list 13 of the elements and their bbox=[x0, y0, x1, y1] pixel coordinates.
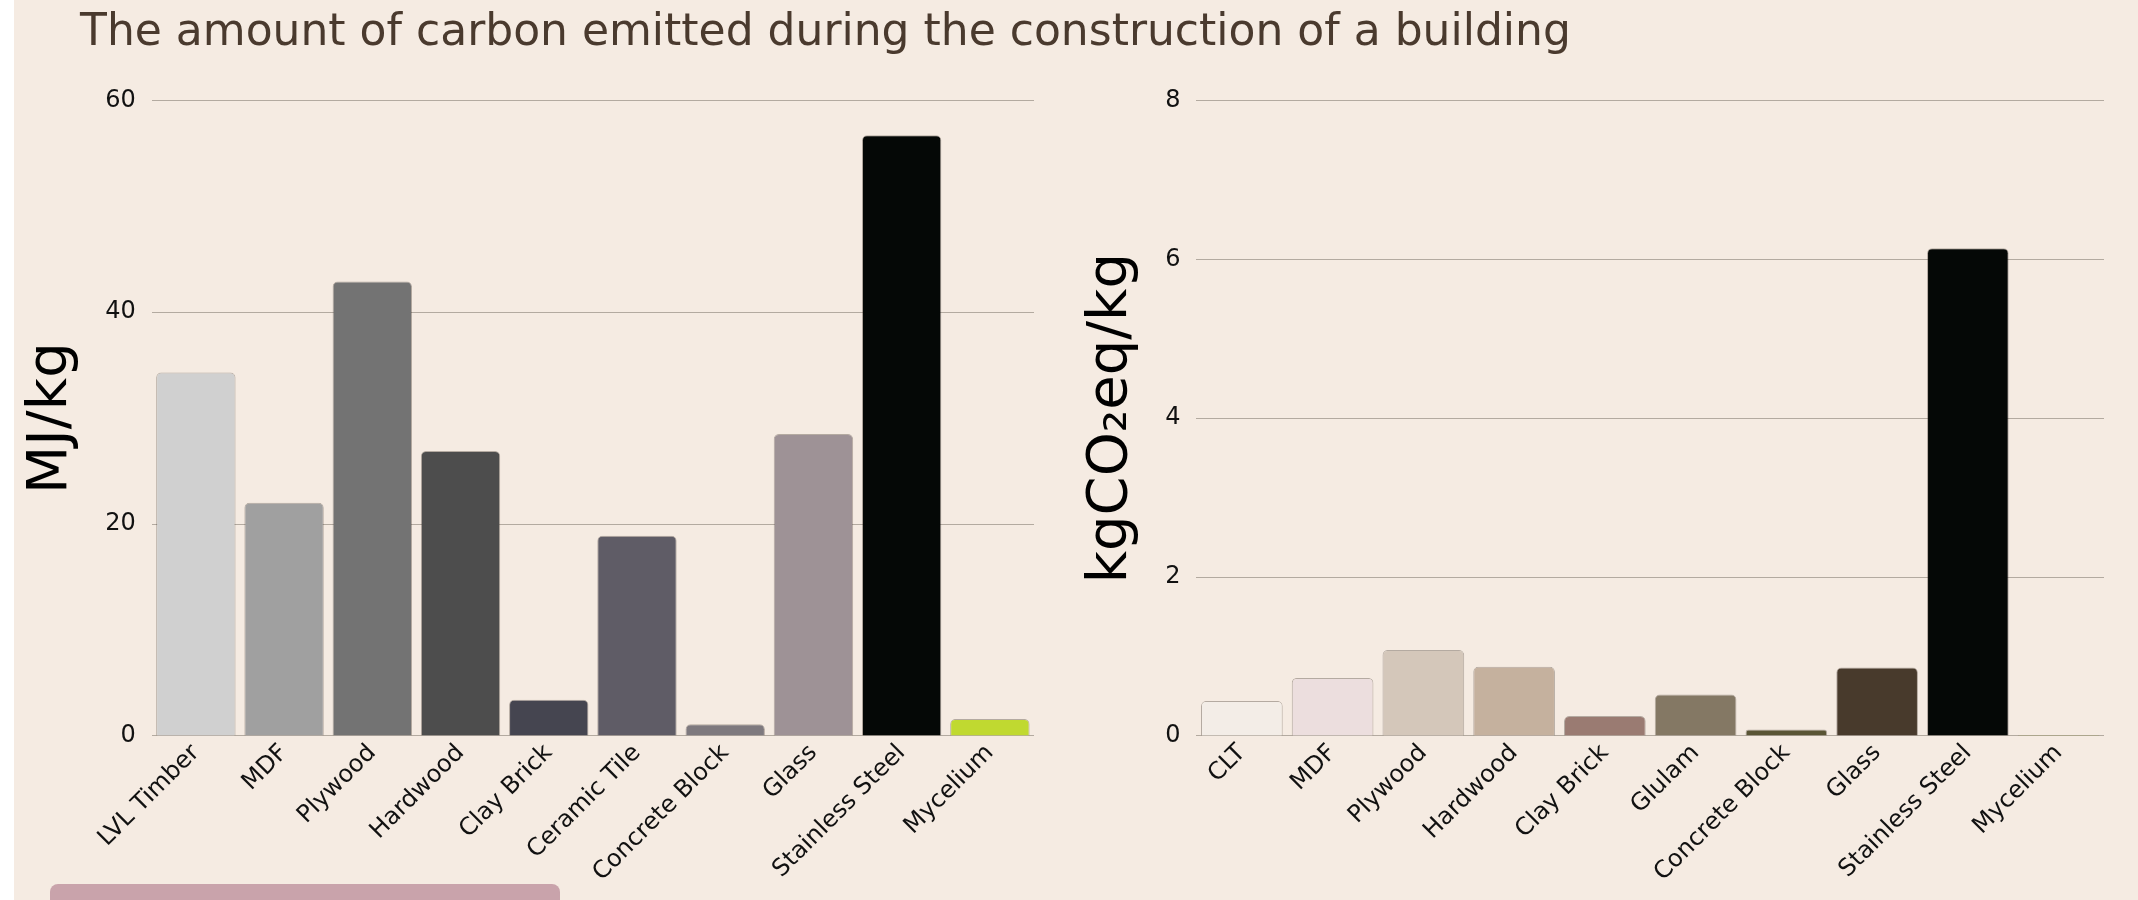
y-tick-label: 0 bbox=[1165, 720, 1181, 749]
y-tick-label: 4 bbox=[1165, 402, 1181, 431]
y-tick-label: 20 bbox=[105, 508, 136, 537]
y-axis-title: MJ/kg bbox=[14, 342, 80, 494]
y-tick-label: 40 bbox=[105, 296, 136, 325]
chart-title: The amount of carbon emitted during the construction of a building bbox=[80, 4, 1571, 55]
y-tick-label: 60 bbox=[105, 84, 136, 113]
y-tick-label: 6 bbox=[1165, 243, 1181, 272]
y-tick-label: 8 bbox=[1165, 84, 1181, 113]
y-tick-label: 2 bbox=[1165, 561, 1181, 590]
y-axis-title: kgCO₂eq/kg bbox=[1074, 252, 1140, 584]
y-tick-label: 0 bbox=[120, 720, 136, 749]
x-tick-label: CLT bbox=[1201, 737, 1251, 788]
